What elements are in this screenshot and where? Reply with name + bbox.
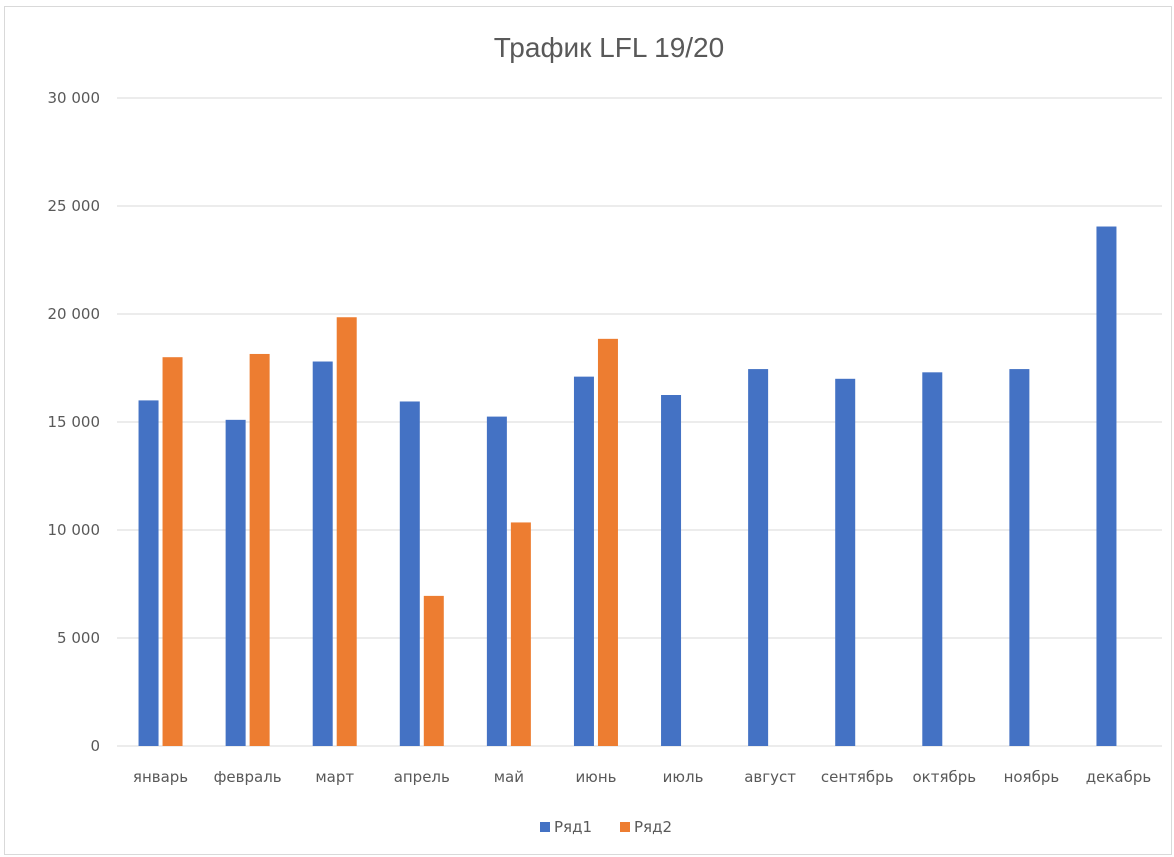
y-tick-label: 10 000 <box>48 521 101 539</box>
x-tick-label: сентябрь <box>821 768 894 786</box>
bar-Ряд2-март <box>336 317 357 746</box>
gridlines <box>117 97 1162 747</box>
legend-swatch <box>540 822 550 832</box>
legend-label: Ряд2 <box>634 818 672 836</box>
legend-label: Ряд1 <box>554 818 592 836</box>
y-tick-label: 15 000 <box>48 413 101 431</box>
bar-Ряд1-ноябрь <box>1009 369 1030 746</box>
bar-Ряд1-июль <box>661 395 682 746</box>
bar-Ряд1-апрель <box>399 401 420 746</box>
x-tick-label: октябрь <box>912 768 976 786</box>
bar-Ряд1-май <box>486 416 507 746</box>
bar-Ряд1-июнь <box>573 376 594 746</box>
x-tick-label: май <box>494 768 524 786</box>
y-tick-label: 30 000 <box>48 89 101 107</box>
x-tick-label: ноябрь <box>1004 768 1060 786</box>
bar-Ряд1-декабрь <box>1096 226 1117 746</box>
y-axis-tick-labels: 0 5 000 10 000 15 000 20 000 25 000 30 000 <box>48 89 101 755</box>
bar-Ряд2-январь <box>162 357 183 746</box>
x-tick-label: февраль <box>214 768 282 786</box>
legend-swatch <box>620 822 630 832</box>
y-tick-label: 20 000 <box>48 305 101 323</box>
bar-Ряд1-сентябрь <box>835 378 856 746</box>
chart-title: Трафик LFL 19/20 <box>494 32 724 63</box>
x-axis-tick-labels: январь февраль март апрель май июнь июль август… <box>133 768 1151 786</box>
x-tick-label: июль <box>663 768 704 786</box>
bar-Ряд1-август <box>748 369 769 746</box>
x-tick-label: декабрь <box>1086 768 1151 786</box>
y-tick-label: 5 000 <box>57 629 100 647</box>
bar-Ряд1-январь <box>138 400 159 746</box>
bar-Ряд1-октябрь <box>922 372 943 746</box>
bar-Ряд1-март <box>312 361 333 746</box>
bar-Ряд2-май <box>510 522 531 746</box>
y-tick-label: 0 <box>90 737 100 755</box>
bar-Ряд2-июнь <box>597 338 618 746</box>
bars <box>138 226 1117 746</box>
x-tick-label: январь <box>133 768 188 786</box>
bar-Ряд1-февраль <box>225 419 246 746</box>
x-tick-label: апрель <box>394 768 450 786</box>
bar-Ряд2-апрель <box>423 595 444 746</box>
bar-Ряд2-февраль <box>249 353 270 746</box>
y-tick-label: 25 000 <box>48 197 101 215</box>
x-tick-label: март <box>315 768 354 786</box>
legend: Ряд1 Ряд2 <box>540 818 672 836</box>
x-tick-label: август <box>744 768 796 786</box>
x-tick-label: июнь <box>575 768 616 786</box>
